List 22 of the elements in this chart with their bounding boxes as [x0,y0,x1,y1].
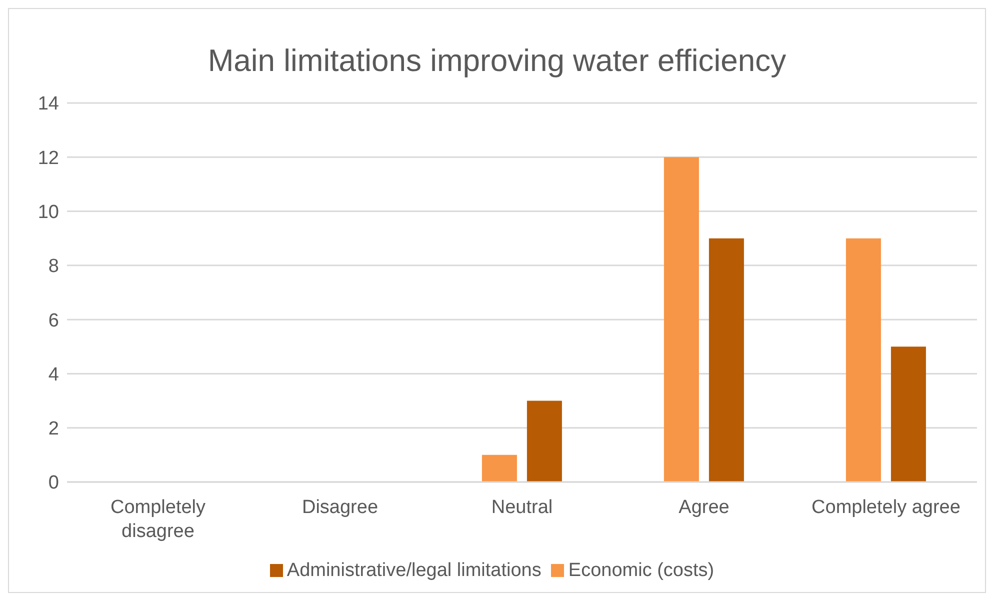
bar [482,454,517,482]
x-tick-label: Agree [678,497,730,518]
y-tick-label: 6 [48,310,59,332]
chart-title: Main limitations improving water efficiency [206,43,788,80]
y-tick-label: 4 [48,364,60,386]
x-tick-label: Completely agree [812,497,960,518]
bar [526,400,562,482]
y-tick-label: 12 [38,148,59,169]
bar [846,238,881,482]
bar [890,346,926,482]
bar [708,238,744,482]
y-tick-label: 10 [38,202,59,224]
x-tick-label: Neutral [491,497,553,518]
bar [664,157,699,482]
legend-label: Economic (costs) [568,560,714,581]
x-tick-label: Disagree [302,497,378,518]
x-tick-label: Completely disagree [110,497,206,542]
y-tick-label: 8 [48,256,59,278]
y-tick-label: 0 [48,472,59,494]
legend-label: Administrative/legal limitations [286,560,542,581]
y-tick-label: 14 [38,94,60,115]
y-tick-label: 2 [48,418,59,440]
